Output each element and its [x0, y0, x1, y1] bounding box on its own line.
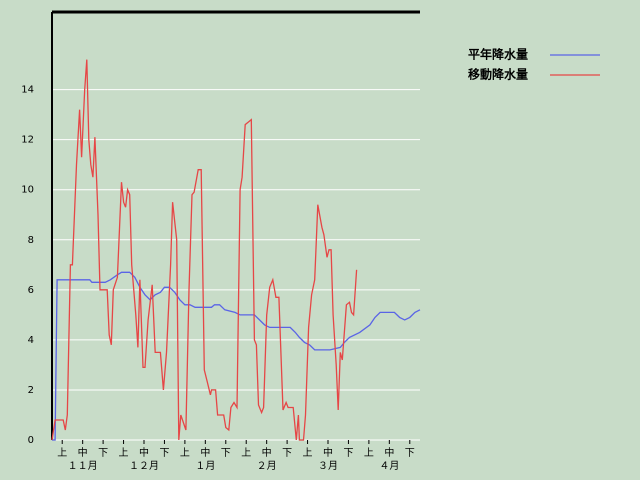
month-label: ２月: [257, 460, 277, 472]
x-tick-label: 下: [159, 448, 169, 459]
x-tick-label: 上: [57, 447, 67, 459]
month-label: ４月: [379, 460, 399, 472]
month-label: １月: [195, 460, 215, 472]
month-label: １１月: [68, 460, 98, 472]
x-tick-label: 上: [241, 447, 251, 459]
y-tick-label: 12: [21, 135, 34, 146]
y-tick-label: 10: [21, 185, 34, 196]
y-tick-label: 14: [21, 85, 34, 96]
x-tick-label: 中: [139, 446, 149, 459]
x-tick-label: 下: [343, 448, 353, 459]
y-tick-label: 8: [28, 235, 34, 246]
x-tick-label: 上: [303, 447, 313, 459]
y-tick-label: 4: [28, 335, 34, 346]
y-tick-label: 6: [28, 285, 34, 296]
series-line: [52, 271, 421, 441]
legend-label: 平年降水量: [468, 47, 528, 62]
x-tick-label: 上: [119, 447, 129, 459]
y-tick-label: 2: [28, 385, 34, 396]
x-tick-label: 下: [98, 448, 108, 459]
month-label: １２月: [129, 460, 159, 472]
x-tick-label: 中: [78, 446, 88, 459]
x-tick-label: 下: [282, 448, 292, 459]
y-tick-label: 0: [28, 435, 34, 446]
x-tick-label: 中: [262, 446, 272, 459]
x-tick-label: 下: [405, 448, 415, 459]
x-tick-label: 上: [180, 447, 190, 459]
x-tick-label: 下: [221, 448, 231, 459]
x-tick-label: 中: [384, 446, 394, 459]
x-tick-label: 上: [364, 447, 374, 459]
series-line: [51, 59, 358, 441]
month-label: ３月: [318, 460, 338, 472]
legend-label: 移動降水量: [468, 67, 528, 82]
x-tick-label: 中: [323, 446, 333, 459]
x-tick-label: 中: [200, 446, 210, 459]
